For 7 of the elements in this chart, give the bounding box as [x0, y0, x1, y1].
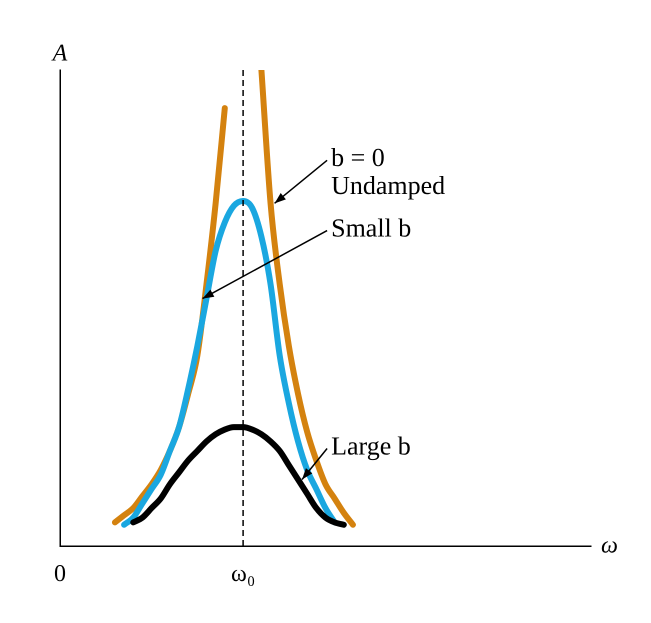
y-axis-title: A	[50, 40, 68, 66]
annotation: b = 0 Undamped	[331, 143, 446, 200]
annotation: Large b	[331, 431, 411, 460]
x-tick-label: ω₀	[231, 560, 256, 587]
annotation: Small b	[331, 213, 412, 242]
x-tick-label: 0	[54, 560, 66, 587]
x-axis-title: ω	[601, 532, 618, 559]
